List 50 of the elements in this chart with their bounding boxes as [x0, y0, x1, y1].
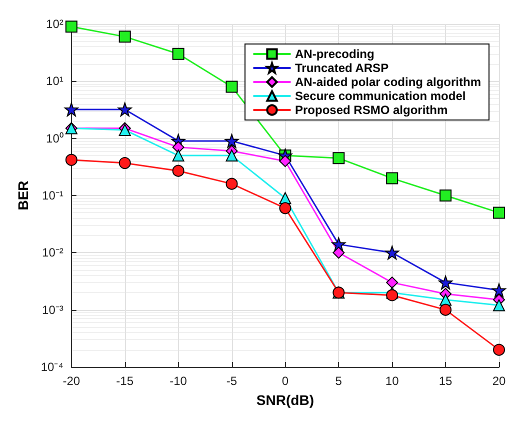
x-tick-label: 20 [492, 374, 506, 388]
point [440, 304, 452, 316]
x-tick-label: 5 [335, 374, 342, 388]
x-tick-label: 0 [282, 374, 289, 388]
y-tick-label: 10⁰ [46, 131, 64, 146]
point [440, 190, 452, 202]
x-axis-title: SNR(dB) [256, 392, 314, 408]
y-tick-label: 10² [46, 17, 64, 31]
point [386, 172, 398, 184]
x-tick-label: 10 [385, 374, 400, 388]
point [279, 202, 292, 214]
point [438, 276, 453, 290]
x-tick-label: -10 [170, 374, 188, 388]
x-tick-label: -5 [226, 374, 238, 388]
x-tick-label: -20 [62, 374, 80, 388]
point [386, 289, 398, 302]
y-tick-label: 10¹ [46, 74, 64, 88]
point [118, 30, 131, 43]
point [332, 246, 345, 259]
point [386, 276, 398, 289]
point [385, 246, 400, 260]
legend-label: Truncated ARSP [294, 61, 389, 75]
legend-label: AN-aided polar coding algorithm [294, 75, 482, 89]
point [493, 299, 505, 312]
point [118, 157, 131, 170]
point [226, 80, 238, 93]
y-tick-label: 10⁻⁴ [40, 360, 64, 374]
legend-label: Secure communication model [294, 89, 466, 103]
y-tick-label: 10⁻³ [42, 302, 64, 317]
legend-label: AN-precoding [294, 47, 374, 61]
point [226, 150, 238, 162]
point [65, 154, 78, 166]
y-tick-label: 10⁻² [42, 246, 64, 260]
point [492, 283, 506, 298]
y-axis-title: BER [15, 180, 31, 210]
x-tick-label: -15 [116, 374, 134, 388]
point [172, 164, 184, 177]
point [172, 48, 184, 60]
point [65, 20, 78, 33]
y-tick-label: 10⁻¹ [42, 188, 64, 202]
point [493, 344, 505, 356]
point [332, 152, 345, 164]
legend-label: Proposed RSMO algorithm [294, 103, 448, 117]
point [493, 206, 505, 219]
point [224, 134, 239, 148]
point [118, 102, 132, 116]
point [172, 150, 184, 162]
point [226, 178, 238, 190]
point [64, 102, 78, 116]
x-tick-label: 15 [438, 374, 453, 388]
